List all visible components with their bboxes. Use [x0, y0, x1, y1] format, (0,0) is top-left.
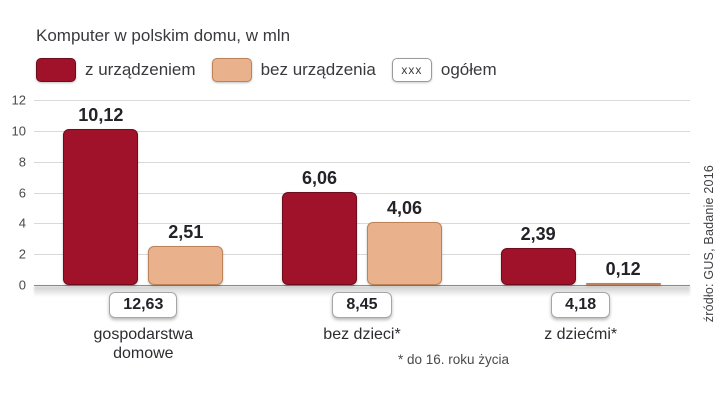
y-tick-label: 2 — [18, 246, 26, 262]
bar-value-label: 2,51 — [168, 222, 204, 243]
bar-value-label: 2,39 — [520, 224, 556, 245]
y-tick-label: 10 — [11, 123, 26, 139]
bar-column: 0,12 — [585, 259, 661, 285]
total-badge: 4,18 — [551, 292, 611, 318]
bar-with-device — [500, 248, 576, 285]
legend-label-total: ogółem — [440, 60, 497, 79]
bar-with-device — [281, 191, 357, 285]
bar-column: 10,12 — [63, 104, 139, 285]
legend-item-total: xxx ogółem — [391, 58, 497, 82]
y-tick-label: 12 — [11, 92, 26, 108]
groups-row: 10,12 2,51 12,63 gospodarstwa domowe 6,06 4,0… — [34, 100, 690, 363]
legend-item-with-device: z urządzeniem — [36, 58, 196, 82]
y-tick-label: 0 — [18, 277, 26, 293]
bars-row: 2,39 0,12 — [500, 100, 661, 285]
y-tick-label: 4 — [18, 215, 26, 231]
bar-value-label: 6,06 — [301, 167, 337, 188]
bar-value-label: 0,12 — [605, 259, 641, 279]
chart-title: Komputer w polskim domu, w mln — [36, 26, 291, 45]
total-badge: 8,45 — [332, 292, 392, 318]
bars-row: 6,06 4,06 — [281, 100, 442, 285]
bar-column: 6,06 — [281, 167, 357, 285]
legend-label-with-device: z urządzeniem — [85, 60, 196, 79]
legend-label-without-device: bez urządzenia — [260, 60, 376, 79]
total-badge: 12,63 — [109, 292, 178, 318]
bar-group: 6,06 4,06 8,45 bez dzieci* — [281, 100, 442, 363]
footnote: * do 16. roku życia — [398, 352, 510, 367]
legend-item-without-device: bez urządzenia — [211, 58, 376, 82]
y-tick-label: 6 — [18, 185, 26, 200]
legend-swatch-without-device — [211, 58, 252, 82]
bar-value-label: 4,06 — [386, 198, 422, 219]
bar-value-label: 10,12 — [78, 104, 124, 125]
legend-total-marker: xxx — [391, 58, 432, 82]
bar-without-device — [148, 246, 224, 285]
bar-group: 2,39 0,12 4,18 z dziećmi* — [500, 100, 661, 363]
category-label: gospodarstwa domowe — [93, 326, 194, 363]
y-tick-label: 8 — [18, 154, 26, 170]
plot-area: 0 2 4 6 8 10 12 10,12 2,51 12,63 gospodarstwa dom… — [12, 93, 690, 363]
category-label: z dziećmi* — [544, 326, 618, 343]
category-label: bez dzieci* — [323, 326, 401, 343]
legend: z urządzeniem bez urządzenia xxx ogółem — [36, 58, 497, 82]
bar-column: 2,51 — [148, 222, 224, 285]
bar-without-device — [585, 283, 661, 285]
bar-with-device — [63, 128, 139, 285]
bar-group: 10,12 2,51 12,63 gospodarstwa domowe — [63, 100, 224, 363]
bar-column: 4,06 — [366, 198, 442, 285]
source-note: źródło: GUS, Badanie 2016 — [702, 165, 716, 323]
bar-column: 2,39 — [500, 224, 576, 285]
bar-without-device — [366, 222, 442, 285]
legend-swatch-with-device — [36, 58, 76, 82]
bars-row: 10,12 2,51 — [63, 100, 224, 285]
